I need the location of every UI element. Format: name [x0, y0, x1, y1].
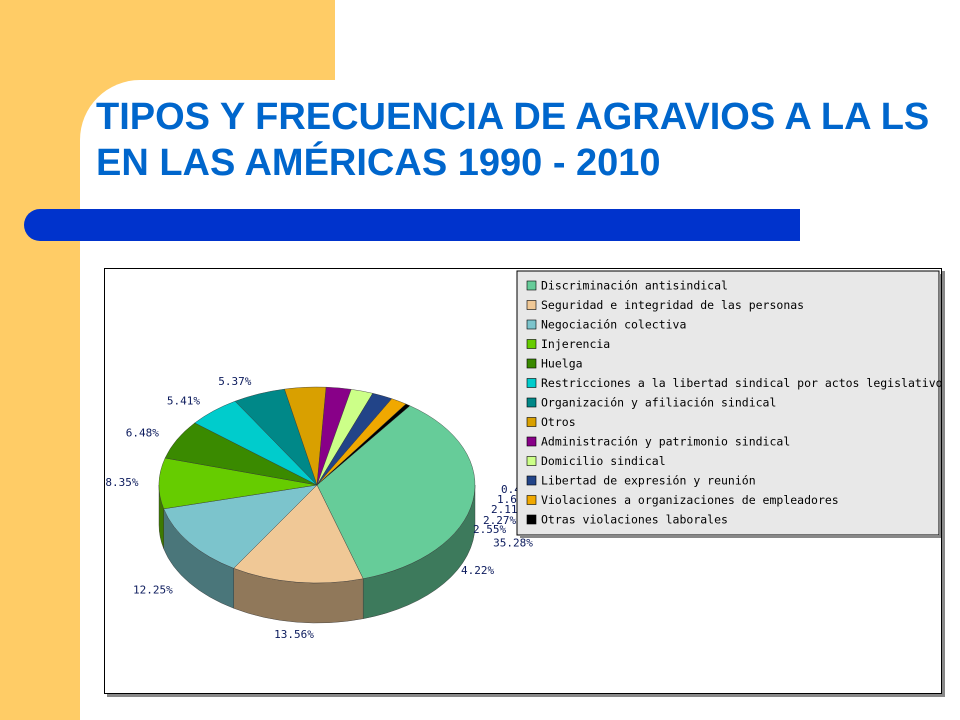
legend-label-7: Otros — [541, 415, 576, 429]
legend-label-11: Violaciones a organizaciones de empleado… — [541, 493, 839, 507]
chart-frame: 35.28% 13.56% 12.25% 8.35% 6.48% 5.41% 5.37% 4.… — [104, 268, 942, 694]
title-bar — [24, 209, 800, 241]
pie-value-label-4: 6.48% — [126, 427, 159, 440]
legend: Discriminación antisindical Seguridad e i… — [516, 270, 941, 538]
legend-shadow-bottom — [520, 535, 941, 538]
pie-value-label-8: 2.55% — [473, 523, 506, 536]
legend-swatch-3 — [526, 339, 537, 349]
side-band — [0, 0, 80, 720]
legend-label-2: Negociación colectiva — [541, 318, 686, 332]
legend-swatch-11 — [526, 495, 537, 505]
legend-label-10: Libertad de expresión y reunión — [541, 474, 756, 488]
legend-box — [516, 270, 940, 536]
legend-swatch-6 — [526, 397, 537, 408]
pie-value-label-2: 12.25% — [133, 583, 173, 596]
legend-swatch-7 — [526, 417, 537, 427]
slide-title: TIPOS Y FRECUENCIA DE AGRAVIOS A LA LS E… — [96, 96, 930, 184]
legend-swatch-2 — [526, 319, 537, 330]
legend-swatch-4 — [526, 358, 537, 369]
legend-swatch-1 — [526, 300, 537, 310]
pie-value-label-1: 13.56% — [274, 628, 314, 641]
pie-value-label-6: 5.37% — [218, 375, 251, 388]
legend-swatch-5 — [526, 378, 537, 388]
pie-slice-1 — [233, 484, 364, 584]
pie-value-label-5: 5.41% — [167, 394, 200, 407]
pie-value-label-0: 35.28% — [493, 536, 533, 549]
legend-label-1: Seguridad e integridad de las personas — [541, 298, 804, 312]
legend-swatch-12 — [526, 514, 537, 525]
pie-sides — [158, 484, 476, 624]
pie-value-label-10: 2.11% — [491, 503, 524, 516]
legend-label-12: Otras violaciones laborales — [541, 513, 728, 527]
pie-value-label-3: 8.35% — [105, 476, 138, 489]
top-band — [0, 0, 335, 80]
legend-shadow-right — [939, 274, 941, 538]
pie-slice-0 — [316, 405, 476, 579]
pie-slice-2 — [163, 484, 318, 569]
pie-tops — [158, 386, 476, 584]
legend-label-5: Restricciones a la libertad sindical por… — [541, 376, 941, 390]
pie-chart: 35.28% 13.56% 12.25% 8.35% 6.48% 5.41% 5.37% 4.… — [105, 270, 941, 641]
legend-swatch-0 — [526, 280, 537, 291]
legend-swatch-10 — [526, 475, 537, 486]
legend-swatch-8 — [526, 436, 537, 447]
legend-label-8: Administración y patrimonio sindical — [541, 435, 790, 449]
legend-label-3: Injerencia — [541, 337, 610, 351]
legend-swatch-9 — [526, 456, 537, 466]
legend-label-6: Organización y afiliación sindical — [541, 396, 776, 410]
legend-label-9: Domicilio sindical — [541, 454, 666, 468]
legend-label-4: Huelga — [541, 357, 583, 371]
pie-value-label-7: 4.22% — [461, 564, 494, 577]
legend-label-0: Discriminación antisindical — [541, 279, 728, 293]
pie-value-label-9: 2.27% — [483, 514, 516, 527]
pie-slice-12 — [316, 403, 411, 486]
